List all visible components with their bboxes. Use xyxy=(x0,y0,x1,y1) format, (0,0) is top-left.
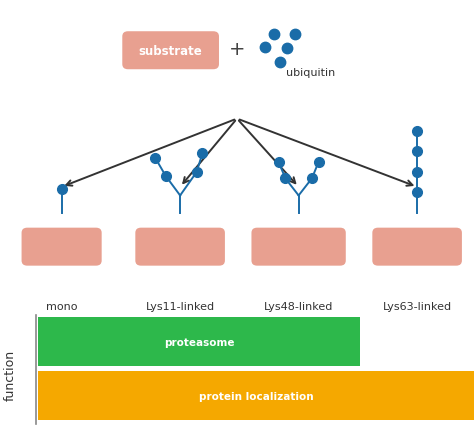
Text: function: function xyxy=(4,349,17,400)
FancyBboxPatch shape xyxy=(22,228,101,266)
Bar xyxy=(38,371,474,420)
FancyBboxPatch shape xyxy=(136,228,225,266)
Text: substrate: substrate xyxy=(139,45,202,58)
Text: Lys63-linked: Lys63-linked xyxy=(383,302,452,312)
Text: Lys48-linked: Lys48-linked xyxy=(264,302,333,312)
Text: Lys11-linked: Lys11-linked xyxy=(146,302,215,312)
Text: +: + xyxy=(229,40,245,59)
FancyBboxPatch shape xyxy=(122,32,219,70)
FancyBboxPatch shape xyxy=(251,228,346,266)
Bar xyxy=(38,317,360,366)
Text: mono: mono xyxy=(46,302,77,312)
Text: ubiquitin: ubiquitin xyxy=(286,68,335,78)
Text: proteasome: proteasome xyxy=(164,337,234,347)
FancyBboxPatch shape xyxy=(373,228,462,266)
Text: protein localization: protein localization xyxy=(199,391,313,401)
